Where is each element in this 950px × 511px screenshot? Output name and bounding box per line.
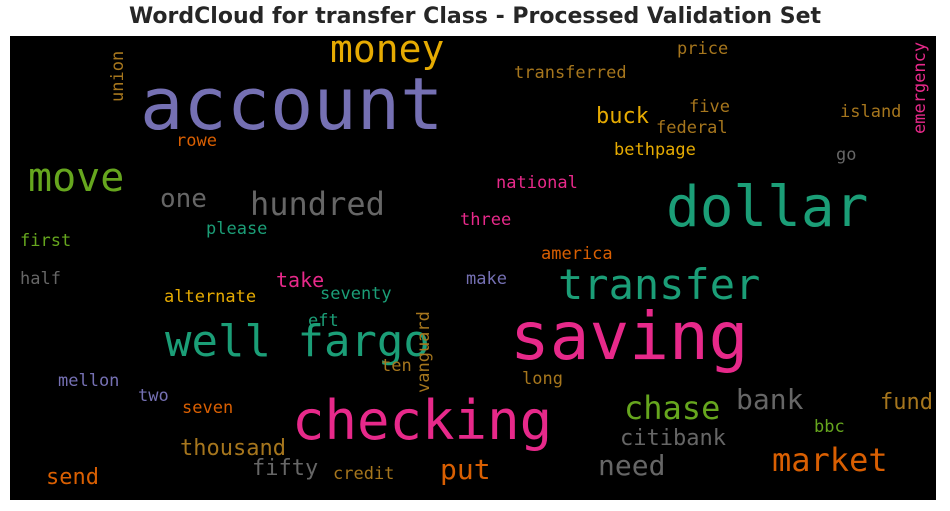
word-long: long	[522, 369, 563, 389]
word-buck: buck	[596, 104, 649, 129]
word-need: need	[598, 449, 666, 482]
word-first: first	[20, 231, 72, 251]
word-vanguard: vanguard	[414, 311, 434, 393]
word-mellon: mellon	[58, 371, 120, 391]
word-make: make	[466, 269, 507, 289]
word-send: send	[46, 465, 99, 490]
word-bbc: bbc	[814, 417, 845, 437]
word-account: account	[140, 62, 444, 146]
word-seven: seven	[182, 398, 234, 418]
word-go: go	[836, 145, 857, 165]
word-three: three	[460, 210, 512, 230]
word-dollar: dollar	[666, 175, 869, 240]
word-citibank: citibank	[620, 426, 726, 451]
word-money: money	[330, 36, 445, 71]
word-transferred: transferred	[514, 63, 627, 83]
word-ten: ten	[381, 356, 412, 376]
word-america: america	[541, 244, 613, 264]
word-two: two	[138, 386, 169, 406]
word-eft: eft	[308, 311, 339, 331]
word-chase: chase	[624, 389, 721, 427]
word-hundred: hundred	[250, 185, 385, 223]
word-national: national	[496, 173, 578, 193]
word-market: market	[772, 441, 888, 479]
word-island: island	[840, 102, 902, 122]
word-well-fargo: well fargo	[165, 316, 430, 367]
word-put: put	[440, 453, 491, 486]
word-bethpage: bethpage	[614, 140, 696, 160]
wordcloud-canvas: account saving checking dollar transfer well …	[10, 36, 936, 500]
word-move: move	[28, 155, 125, 201]
word-five: five	[689, 97, 730, 117]
word-bank: bank	[736, 383, 804, 416]
word-saving: saving	[510, 298, 749, 375]
chart-title: WordCloud for transfer Class - Processed…	[128, 4, 822, 29]
word-one: one	[160, 184, 207, 214]
word-rowe: rowe	[176, 131, 217, 151]
word-fund: fund	[880, 390, 933, 415]
word-take: take	[276, 268, 325, 292]
word-credit: credit	[333, 464, 395, 484]
word-checking: checking	[292, 389, 553, 452]
word-fifty: fifty	[252, 456, 319, 481]
word-thousand: thousand	[180, 436, 286, 461]
word-transfer: transfer	[558, 260, 761, 309]
word-union: union	[108, 50, 128, 102]
word-half: half	[20, 269, 61, 289]
word-price: price	[677, 39, 729, 59]
word-seventy: seventy	[320, 284, 392, 304]
word-federal: federal	[656, 118, 728, 138]
word-emergency: emergency	[910, 41, 930, 134]
word-please: please	[206, 219, 268, 239]
word-alternate: alternate	[164, 287, 257, 307]
